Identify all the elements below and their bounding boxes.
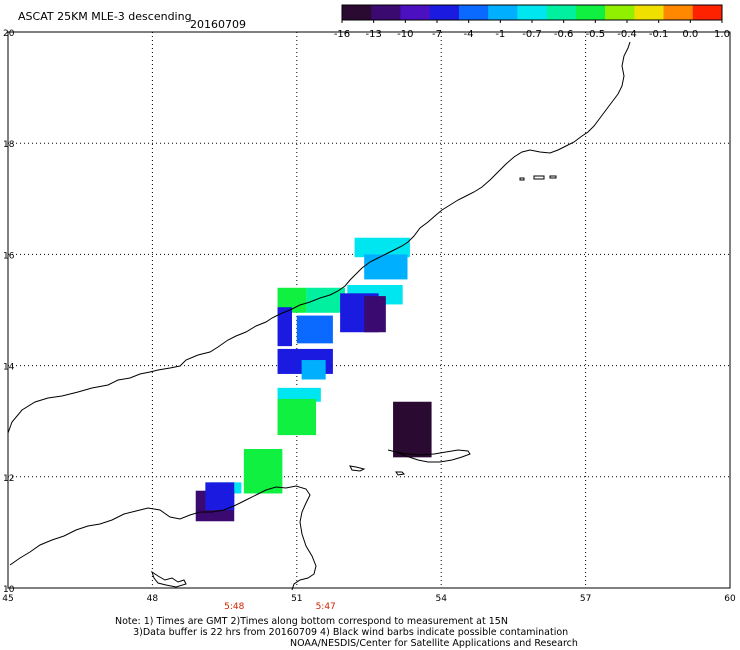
scatterometer-cell xyxy=(296,315,333,344)
colorbar-swatch xyxy=(488,5,518,20)
latitude-label: 20 xyxy=(3,29,15,39)
scatterometer-cell xyxy=(393,401,432,458)
footnote: Note: 1) Times are GMT 2)Times along bot… xyxy=(115,616,568,638)
longitude-label: 48 xyxy=(147,594,159,604)
latitude-label: 14 xyxy=(3,363,15,373)
colorbar-label: -0.4 xyxy=(617,29,637,40)
coastline-somalia xyxy=(9,485,317,591)
colorbar-label: -0.6 xyxy=(554,29,574,40)
coastline-socotra xyxy=(387,449,471,463)
colorbar-swatch xyxy=(692,5,723,20)
credit-line: NOAA/NESDIS/Center for Satellite Applica… xyxy=(290,638,578,649)
scatterometer-cell xyxy=(243,449,283,494)
longitude-label: 45 xyxy=(2,594,13,604)
scatterometer-cell xyxy=(277,387,321,402)
scatterometer-cell xyxy=(364,296,386,333)
longitude-label: 57 xyxy=(580,594,591,604)
pass-time-label: 5:47 xyxy=(316,602,336,612)
longitude-label: 51 xyxy=(291,594,302,604)
colorbar-swatch xyxy=(546,5,577,20)
latitude-label: 18 xyxy=(3,140,15,150)
colorbar-swatch xyxy=(517,5,548,20)
island-samhah xyxy=(395,471,406,476)
colorbar-swatch xyxy=(400,5,431,20)
scatterometer-cell xyxy=(306,287,345,313)
colorbar-label: -0.1 xyxy=(649,29,669,40)
latitude-label: 12 xyxy=(3,474,14,484)
product-title: ASCAT 25KM MLE-3 descending xyxy=(18,10,192,23)
scatterometer-cell xyxy=(301,360,326,380)
colorbar-label: -16 xyxy=(334,29,350,40)
colorbar-swatch xyxy=(605,5,635,20)
colorbar-swatch xyxy=(342,5,372,20)
scatterometer-cell xyxy=(354,237,410,258)
scatterometer-cell xyxy=(364,254,408,280)
scatterometer-cell xyxy=(277,307,292,347)
footnote-line-2: 3)Data buffer is 22 hrs from 20160709 4)… xyxy=(115,627,569,638)
colorbar-label: 0.0 xyxy=(682,29,698,40)
footnote-line-1: Note: 1) Times are GMT 2)Times along bot… xyxy=(115,616,508,627)
colorbar-label: -0.7 xyxy=(522,29,542,40)
colorbar-label: -0.5 xyxy=(586,29,606,40)
colorbar-label: -10 xyxy=(397,29,413,40)
colorbar-swatch xyxy=(458,5,489,20)
colorbar-label: -7 xyxy=(432,29,442,40)
longitude-label: 60 xyxy=(724,594,736,604)
island-abd-al-kuri xyxy=(349,465,366,472)
product-date: 20160709 xyxy=(190,18,246,31)
pass-time-label: 5:48 xyxy=(224,602,244,612)
rocks-southwest xyxy=(151,570,187,588)
scatterometer-cell xyxy=(277,398,317,436)
colorbar-label: -4 xyxy=(464,29,474,40)
colorbar-swatch xyxy=(371,5,401,20)
latitude-label: 16 xyxy=(3,251,15,261)
coastline-arabian-peninsula xyxy=(7,41,631,434)
color-scale-legend: -16 -13 -10 -7 -4 -1 -0.7 -0.6 -0.5 -0.4 -0.1 0.0 1.… xyxy=(334,4,730,40)
colorbar-swatch xyxy=(575,5,606,20)
longitude-label: 54 xyxy=(435,594,447,604)
colorbar-swatch xyxy=(429,5,460,20)
map-frame xyxy=(7,31,731,589)
latitude-label: 10 xyxy=(3,585,15,595)
colorbar-label: -1 xyxy=(495,29,505,40)
colorbar-label: -13 xyxy=(365,29,381,40)
scatterometer-cell xyxy=(205,482,235,511)
colorbar-swatch xyxy=(663,5,694,20)
colorbar-swatch xyxy=(634,5,665,20)
islet-kuria-muria xyxy=(519,175,557,181)
colorbar-label: 1.0 xyxy=(714,29,730,40)
